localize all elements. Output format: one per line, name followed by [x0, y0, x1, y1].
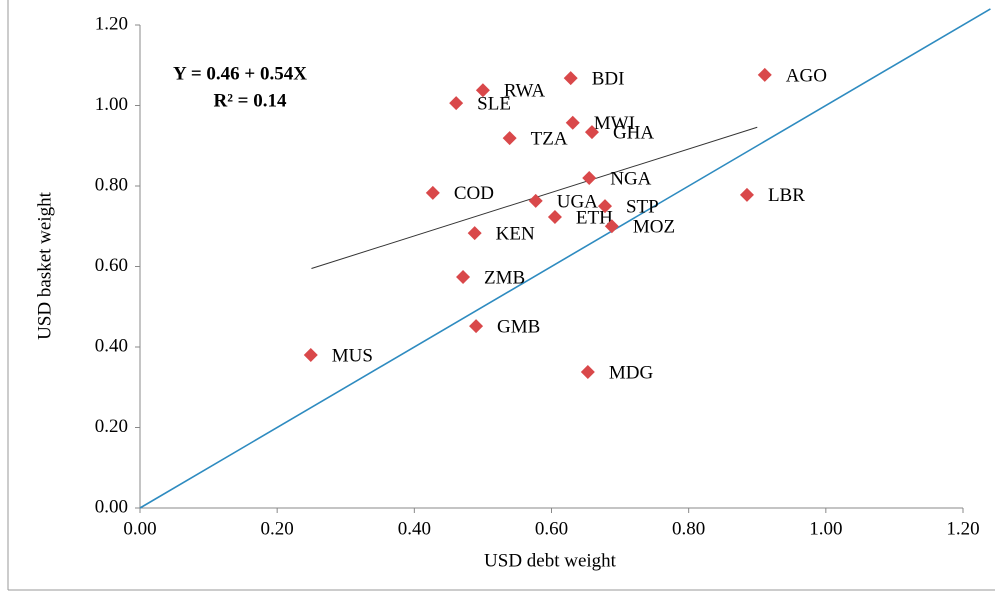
point-label: COD	[454, 183, 494, 204]
point	[584, 125, 599, 140]
diagonal-line	[139, 8, 991, 509]
point-label: GMB	[497, 316, 540, 337]
y-tick-label: 1.00	[95, 94, 128, 115]
point-label: LBR	[768, 185, 805, 206]
point-label: UGA	[557, 191, 598, 212]
point-label: GHA	[613, 122, 654, 143]
point	[475, 83, 490, 98]
point	[303, 348, 318, 363]
point	[582, 170, 597, 185]
x-axis-title: USD debt weight	[484, 550, 617, 571]
x-tick-label: 0.60	[535, 518, 568, 539]
point	[604, 219, 619, 234]
point-label: ETH	[576, 207, 613, 228]
point-label: STP	[626, 196, 659, 217]
trend-r2: R² = 0.14	[214, 90, 287, 111]
point	[456, 269, 471, 284]
point	[565, 115, 580, 130]
point-label: BDI	[592, 68, 625, 89]
point	[597, 199, 612, 214]
point	[502, 131, 517, 146]
point-label: SLE	[477, 93, 511, 114]
trend-equation: Y = 0.46 + 0.54X	[173, 63, 307, 84]
point	[580, 364, 595, 379]
x-tick-label: 1.20	[946, 518, 979, 539]
x-tick-label: 0.00	[123, 518, 156, 539]
point	[739, 187, 754, 202]
point-label: MOZ	[633, 217, 675, 238]
point	[469, 319, 484, 334]
point	[547, 209, 562, 224]
point-label: MUS	[332, 345, 373, 366]
y-axis-title: USD basket weight	[34, 191, 55, 339]
point-label: RWA	[504, 81, 545, 102]
y-tick-label: 0.60	[95, 255, 128, 276]
y-tick-label: 0.80	[95, 174, 128, 195]
point-label: NGA	[610, 168, 651, 189]
point-label: TZA	[531, 128, 568, 149]
point	[467, 226, 482, 241]
x-tick-label: 1.00	[809, 518, 842, 539]
point	[528, 193, 543, 208]
x-tick-label: 0.40	[398, 518, 431, 539]
point-label: ZMB	[484, 267, 525, 288]
point	[563, 71, 578, 86]
point-label: MDG	[609, 362, 654, 383]
point-label: KEN	[496, 223, 535, 244]
point	[757, 67, 772, 82]
x-tick-label: 0.20	[261, 518, 294, 539]
x-tick-label: 0.80	[672, 518, 705, 539]
y-tick-label: 0.00	[95, 496, 128, 517]
point-label: MWI	[594, 113, 635, 134]
point	[425, 185, 440, 200]
point-label: AGO	[786, 65, 827, 86]
y-tick-label: 1.20	[95, 13, 128, 34]
y-tick-label: 0.20	[95, 416, 128, 437]
y-tick-label: 0.40	[95, 335, 128, 356]
point	[449, 96, 464, 111]
